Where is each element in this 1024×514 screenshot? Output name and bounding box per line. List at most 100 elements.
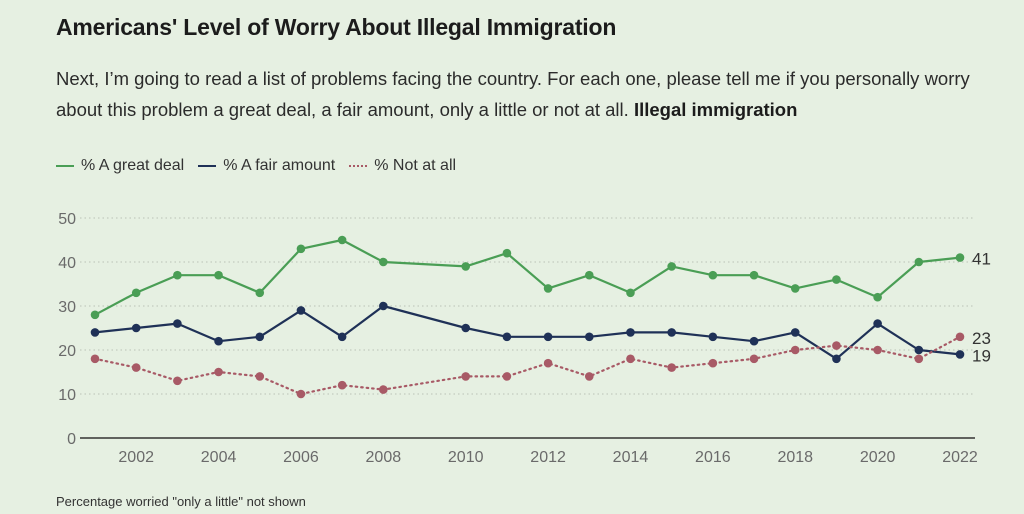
x-tick-label-2020: 2020 bbox=[860, 449, 896, 466]
data-point-great-deal-2018 bbox=[790, 284, 800, 293]
end-label-fair-amount: 19 bbox=[972, 346, 991, 365]
data-point-fair-amount-2004 bbox=[214, 336, 223, 346]
legend-item-great-deal: % A great deal bbox=[56, 157, 184, 175]
legend-item-fair-amount: % A fair amount bbox=[198, 157, 335, 175]
data-point-great-deal-2022 bbox=[955, 253, 965, 262]
data-point-fair-amount-2020 bbox=[873, 319, 882, 328]
data-point-not-at-all-2001 bbox=[90, 354, 100, 364]
data-point-not-at-all-2019 bbox=[832, 341, 841, 350]
data-point-not-at-all-2013 bbox=[584, 372, 594, 381]
data-point-great-deal-2008 bbox=[379, 257, 388, 267]
data-point-fair-amount-2006 bbox=[296, 306, 306, 315]
data-point-not-at-all-2007 bbox=[337, 380, 347, 390]
data-point-fair-amount-2013 bbox=[584, 332, 594, 342]
data-point-great-deal-2002 bbox=[131, 288, 141, 298]
x-tick-label-2022: 2022 bbox=[942, 449, 978, 466]
data-point-not-at-all-2006 bbox=[296, 389, 306, 399]
legend-label-fair-amount: % A fair amount bbox=[223, 157, 336, 174]
data-point-fair-amount-2010 bbox=[461, 323, 471, 333]
x-tick-label-2012: 2012 bbox=[530, 449, 566, 466]
legend-label-not-at-all: % Not at all bbox=[374, 157, 457, 174]
data-point-fair-amount-2016 bbox=[708, 332, 718, 342]
x-tick-label-2006: 2006 bbox=[283, 449, 319, 466]
data-point-great-deal-2014 bbox=[626, 288, 635, 298]
data-point-fair-amount-2015 bbox=[667, 328, 676, 337]
data-point-not-at-all-2017 bbox=[749, 354, 759, 364]
x-tick-label-2018: 2018 bbox=[777, 449, 813, 466]
data-point-not-at-all-2004 bbox=[214, 367, 223, 377]
data-point-fair-amount-2002 bbox=[131, 323, 141, 333]
legend-swatch-fair-amount bbox=[198, 165, 217, 167]
data-point-fair-amount-2003 bbox=[173, 319, 182, 328]
data-point-great-deal-2021 bbox=[914, 257, 924, 267]
data-point-great-deal-2006 bbox=[296, 244, 306, 254]
data-point-not-at-all-2016 bbox=[708, 358, 718, 368]
data-point-great-deal-2007 bbox=[337, 235, 347, 245]
data-point-fair-amount-2019 bbox=[832, 354, 841, 364]
data-point-not-at-all-2005 bbox=[255, 372, 265, 381]
y-tick-label-50: 50 bbox=[58, 211, 76, 228]
data-point-fair-amount-2001 bbox=[90, 328, 100, 337]
legend-swatch-great-deal bbox=[56, 165, 74, 167]
chart-subtitle: Next, I’m going to read a list of proble… bbox=[56, 63, 986, 125]
data-point-great-deal-2019 bbox=[832, 275, 841, 284]
y-tick-label-40: 40 bbox=[58, 255, 76, 272]
data-point-not-at-all-2010 bbox=[461, 372, 471, 381]
subtitle-topic: Illegal immigration bbox=[633, 99, 798, 120]
x-tick-label-2014: 2014 bbox=[613, 449, 649, 466]
data-point-not-at-all-2008 bbox=[379, 385, 388, 394]
legend-swatch-not-at-all bbox=[349, 165, 368, 167]
data-point-great-deal-2012 bbox=[543, 284, 553, 293]
data-point-not-at-all-2015 bbox=[667, 363, 676, 372]
data-point-fair-amount-2012 bbox=[543, 332, 553, 342]
chart-title: Americans' Level of Worry About Illegal … bbox=[56, 14, 617, 40]
data-point-not-at-all-2012 bbox=[543, 358, 553, 368]
data-point-fair-amount-2021 bbox=[914, 345, 924, 355]
legend-label-great-deal: % A great deal bbox=[81, 157, 185, 174]
data-point-great-deal-2016 bbox=[708, 270, 718, 280]
data-point-great-deal-2005 bbox=[255, 288, 265, 298]
data-point-great-deal-2001 bbox=[90, 310, 100, 320]
data-point-fair-amount-2011 bbox=[502, 332, 512, 342]
data-point-great-deal-2017 bbox=[749, 270, 759, 280]
data-point-great-deal-2020 bbox=[873, 292, 882, 302]
data-point-fair-amount-2017 bbox=[749, 336, 759, 346]
x-tick-label-2010: 2010 bbox=[448, 449, 484, 466]
data-point-not-at-all-2003 bbox=[173, 376, 182, 386]
legend-item-not-at-all: % Not at all bbox=[349, 157, 456, 175]
data-point-great-deal-2013 bbox=[584, 270, 594, 280]
data-point-not-at-all-2011 bbox=[502, 372, 512, 381]
data-point-great-deal-2010 bbox=[461, 262, 471, 271]
x-tick-label-2008: 2008 bbox=[366, 449, 402, 466]
chart-legend: % A great deal % A fair amount % Not at … bbox=[56, 157, 470, 175]
series-line-fair-amount bbox=[93, 304, 962, 360]
data-point-fair-amount-2007 bbox=[337, 332, 347, 342]
y-tick-label-30: 30 bbox=[58, 299, 76, 316]
data-point-fair-amount-2014 bbox=[626, 328, 635, 337]
series-line-not-at-all bbox=[93, 335, 962, 396]
data-point-not-at-all-2018 bbox=[790, 345, 800, 355]
data-point-fair-amount-2022 bbox=[955, 350, 965, 359]
data-point-great-deal-2015 bbox=[667, 262, 676, 271]
chart-footnote: Percentage worried "only a little" not s… bbox=[56, 494, 306, 509]
subtitle-question: Next, I’m going to read a list of proble… bbox=[56, 68, 970, 120]
data-point-not-at-all-2002 bbox=[131, 363, 141, 372]
series-line-great-deal bbox=[93, 238, 962, 316]
y-tick-label-20: 20 bbox=[58, 343, 76, 360]
data-point-not-at-all-2021 bbox=[914, 354, 924, 364]
data-point-fair-amount-2018 bbox=[790, 328, 800, 337]
x-tick-label-2016: 2016 bbox=[695, 449, 731, 466]
data-point-great-deal-2011 bbox=[502, 248, 512, 258]
x-tick-label-2002: 2002 bbox=[118, 449, 154, 466]
data-point-not-at-all-2022 bbox=[955, 332, 965, 342]
data-point-fair-amount-2008 bbox=[379, 301, 388, 311]
end-label-not-at-all: 23 bbox=[972, 329, 991, 348]
data-point-great-deal-2003 bbox=[173, 270, 182, 280]
x-tick-label-2004: 2004 bbox=[201, 449, 237, 466]
data-point-not-at-all-2014 bbox=[626, 354, 635, 364]
y-tick-label-10: 10 bbox=[58, 387, 76, 404]
data-point-great-deal-2004 bbox=[214, 270, 223, 280]
data-point-fair-amount-2005 bbox=[255, 332, 265, 342]
data-point-not-at-all-2020 bbox=[873, 345, 882, 355]
